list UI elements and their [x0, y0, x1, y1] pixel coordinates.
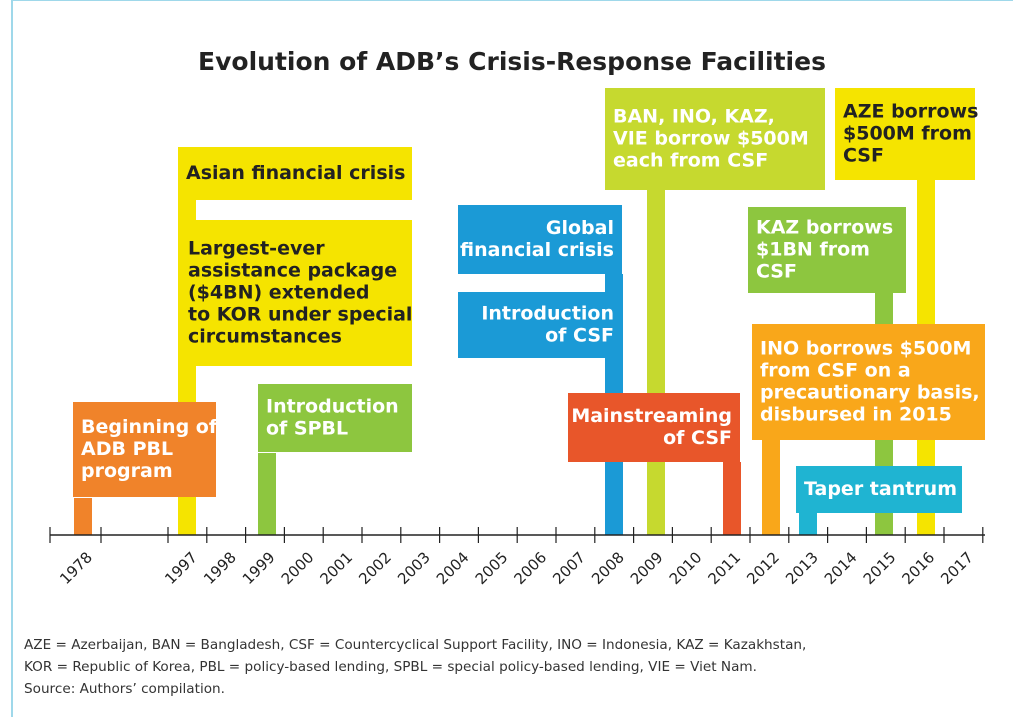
year-label: 2015	[860, 548, 900, 588]
year-label: 1978	[56, 548, 96, 588]
event-box	[180, 220, 412, 366]
year-label: 2002	[355, 548, 395, 588]
event-box	[752, 324, 985, 440]
event-pole	[799, 513, 817, 535]
year-label: 2007	[549, 548, 589, 588]
event-box	[568, 393, 740, 462]
year-label: 2005	[472, 548, 512, 588]
event-label: Introduction	[266, 396, 399, 418]
year-label: 1997	[161, 548, 201, 588]
event-label: Largest-ever	[188, 238, 325, 260]
event-box	[796, 466, 962, 513]
footnote: KOR = Republic of Korea, PBL = policy-ba…	[24, 659, 757, 675]
year-label: 2009	[627, 548, 667, 588]
event-box	[458, 205, 622, 274]
year-label: 2012	[743, 548, 783, 588]
year-label: 2008	[588, 548, 628, 588]
year-label: 2000	[278, 548, 318, 588]
event-label: financial crisis	[460, 239, 614, 261]
year-label: 2011	[704, 548, 744, 588]
event-label: KAZ borrows	[756, 217, 893, 239]
year-label: 2001	[316, 548, 356, 588]
event-box	[73, 402, 216, 497]
event-label: CSF	[843, 145, 884, 167]
event-label: of SPBL	[266, 418, 348, 440]
event-pole	[762, 440, 780, 535]
event-box	[605, 88, 825, 190]
year-label: 2010	[666, 548, 706, 588]
year-label: 1999	[239, 548, 279, 588]
event-label: AZE borrows	[843, 101, 978, 123]
year-label: 1998	[200, 548, 240, 588]
title: Evolution of ADB’s Crisis-Response Facil…	[198, 47, 826, 76]
year-label: 2013	[782, 548, 822, 588]
event-pole	[258, 453, 276, 535]
year-label: 2014	[821, 548, 861, 588]
event-label: ($4BN) extended	[188, 282, 370, 304]
event-label: Mainstreaming	[571, 405, 732, 427]
year-label: 2003	[394, 548, 434, 588]
year-label: 2017	[937, 548, 977, 588]
event-label: disbursed in 2015	[760, 404, 952, 426]
event-label: $500M from	[843, 123, 972, 145]
event-box	[748, 207, 906, 293]
footnote: Source: Authors’ compilation.	[24, 681, 225, 697]
event-label: Global	[546, 217, 614, 239]
event-box	[178, 147, 412, 200]
event-label: Asian financial crisis	[186, 162, 405, 184]
event-label: precautionary basis,	[760, 382, 980, 404]
event-label: of CSF	[545, 325, 614, 347]
event-pole	[647, 190, 665, 535]
event-pole	[74, 498, 92, 535]
event-box	[835, 88, 975, 180]
event-label: Taper tantrum	[804, 478, 957, 500]
event-label: circumstances	[188, 326, 342, 348]
event-label: assistance package	[188, 260, 397, 282]
event-label: from CSF on a	[760, 360, 911, 382]
event-label: Beginning of	[81, 416, 218, 438]
event-label: to KOR under special	[188, 304, 412, 326]
event-label: INO borrows $500M	[760, 338, 971, 360]
event-label: ADB PBL	[81, 438, 173, 460]
event-label: Introduction	[481, 303, 614, 325]
event-label: $1BN from	[756, 239, 870, 261]
year-label: 2006	[510, 548, 550, 588]
event-box	[458, 292, 622, 358]
year-label: 2016	[898, 548, 938, 588]
year-label: 2004	[433, 548, 473, 588]
event-label: of CSF	[663, 427, 732, 449]
event-box	[258, 384, 412, 452]
event-label: CSF	[756, 261, 797, 283]
footnote: AZE = Azerbaijan, BAN = Bangladesh, CSF …	[24, 637, 806, 653]
event-label: VIE borrow $500M	[613, 128, 809, 150]
event-label: BAN, INO, KAZ,	[613, 106, 775, 128]
event-label: each from CSF	[613, 150, 768, 172]
event-label: program	[81, 460, 173, 482]
event-pole	[723, 462, 741, 535]
